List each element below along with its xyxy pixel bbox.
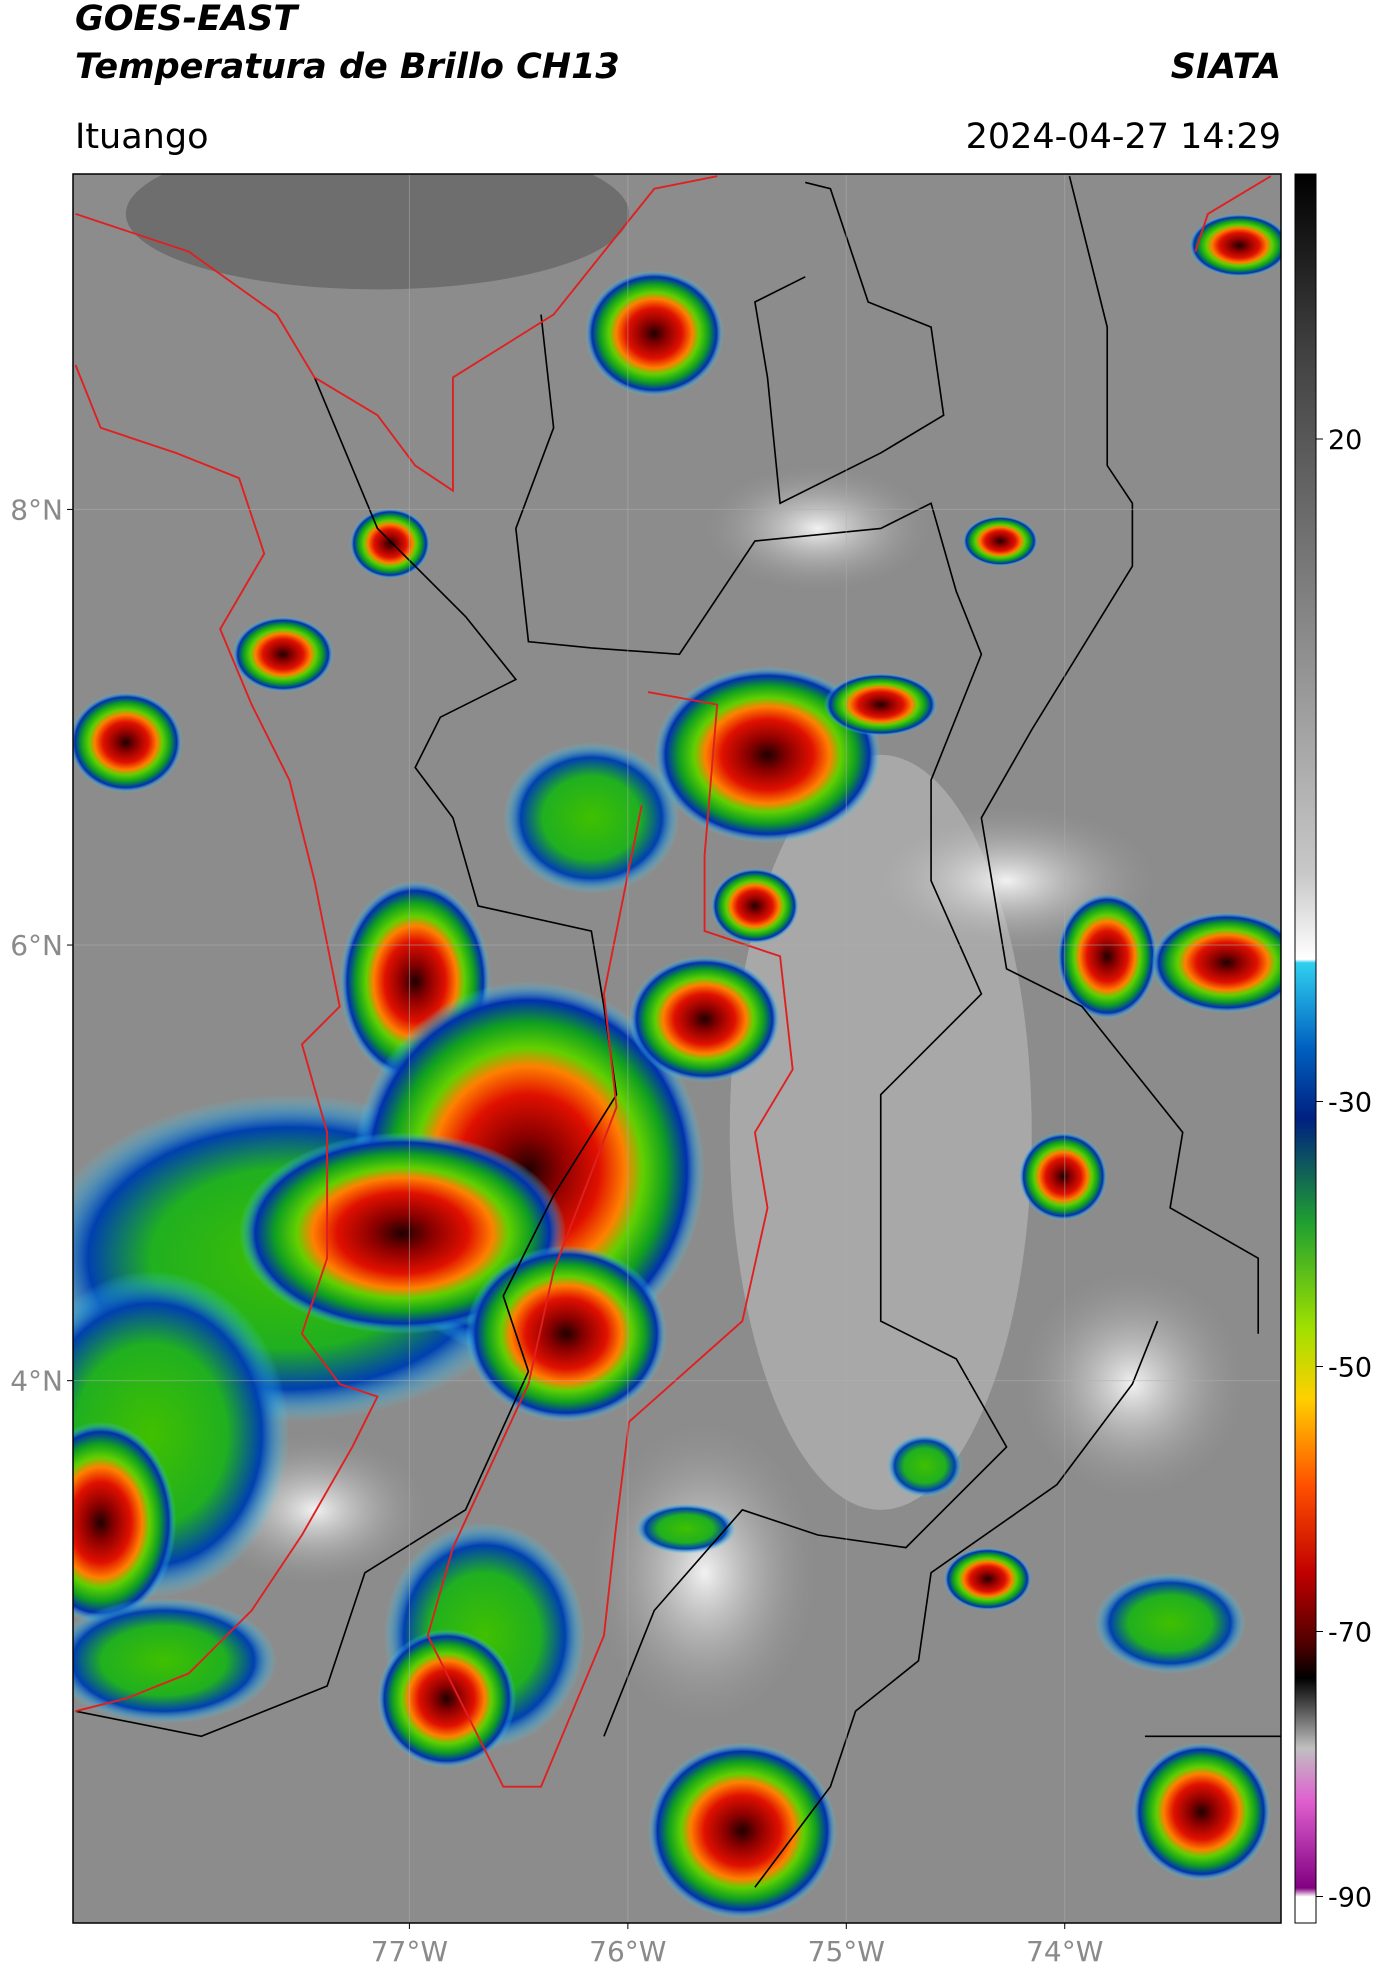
map-frame (72, 173, 1282, 1924)
x-tick-label: 74°W (1026, 1935, 1103, 1968)
datetime: 2024-04-27 14:29 (966, 117, 1281, 157)
location: Ituango (75, 117, 209, 157)
cloud-field (73, 174, 1281, 1919)
x-tick-label: 76°W (589, 1935, 666, 1968)
source: SIATA (1171, 47, 1281, 87)
colorbar-tick-label: -50 (1328, 1353, 1372, 1384)
y-tick-label: 6°N (10, 929, 63, 962)
colorbar-tick-label: -70 (1328, 1618, 1372, 1649)
subtitle: Temperatura de Brillo CH13 (75, 47, 620, 87)
y-tick-label: 4°N (10, 1365, 63, 1398)
x-tick-label: 75°W (808, 1935, 885, 1968)
colorbar-tick-label: 20 (1328, 425, 1362, 456)
imagery (73, 174, 1281, 1923)
x-tick-label: 77°W (371, 1935, 448, 1968)
title: GOES-EAST (75, 0, 300, 39)
colorbar (1294, 173, 1317, 1924)
colorbar-tick-label: -90 (1328, 1883, 1372, 1914)
graticule (73, 174, 1281, 1923)
colorbar-tick-label: -30 (1328, 1088, 1372, 1119)
y-tick-label: 8°N (10, 493, 63, 526)
